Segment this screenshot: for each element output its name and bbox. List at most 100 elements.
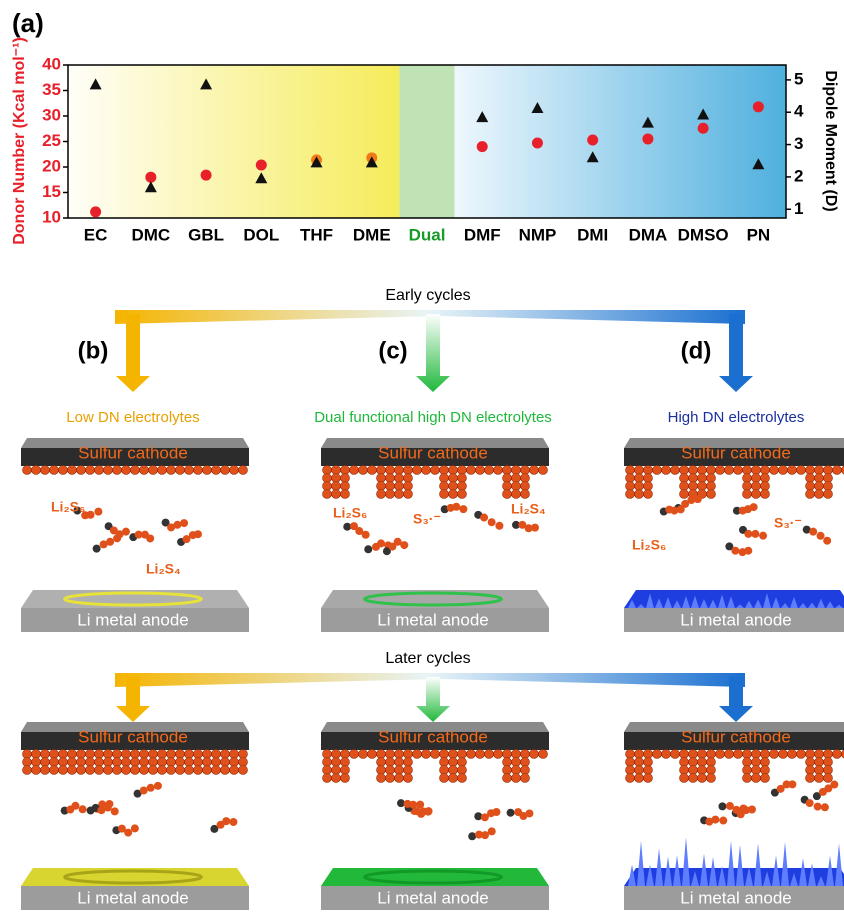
sulfur-bead (440, 758, 449, 767)
sulfur-bead (50, 766, 59, 775)
sulfur-bead (824, 758, 833, 767)
sulfur-bead (176, 466, 185, 475)
sulfur-bead (521, 750, 530, 759)
sulfur-bead (131, 466, 140, 475)
sulfur-bead (440, 474, 449, 483)
polysulfide-atom (814, 803, 822, 811)
sulfur-bead (203, 750, 212, 759)
sulfur-bead (332, 766, 341, 775)
sulfur-bead (512, 482, 521, 491)
sulfur-bead (332, 474, 341, 483)
anode-label: Li metal anode (680, 888, 792, 907)
sulfur-bead (815, 758, 824, 767)
sulfur-bead (122, 758, 131, 767)
sulfur-bead (68, 750, 77, 759)
polysulfide-atom (122, 528, 130, 536)
sulfur-bead (635, 474, 644, 483)
sulfur-bead (539, 750, 548, 759)
sulfur-bead (458, 758, 467, 767)
sulfur-bead (503, 482, 512, 491)
sulfur-bead (521, 474, 530, 483)
y2-tick-label: 3 (794, 134, 803, 153)
band-low (68, 65, 399, 218)
dendrite (655, 848, 663, 886)
sulfur-bead (752, 766, 761, 775)
polysulfide-atom (343, 523, 351, 531)
sulfur-bead (221, 758, 230, 767)
polysulfide-atom (147, 784, 155, 792)
sulfur-bead (521, 766, 530, 775)
sulfur-bead (503, 474, 512, 483)
sulfur-bead (752, 474, 761, 483)
sulfur-bead (458, 466, 467, 475)
sulfur-bead (176, 758, 185, 767)
sulfur-bead (698, 774, 707, 783)
sulfur-bead (512, 466, 521, 475)
sulfur-bead (815, 766, 824, 775)
sulfur-bead (671, 466, 680, 475)
sulfur-bead (449, 758, 458, 767)
sulfur-bead (761, 482, 770, 491)
sulfur-bead (230, 750, 239, 759)
sulfur-bead (503, 466, 512, 475)
sulfur-bead (635, 766, 644, 775)
polysulfide-atom (71, 802, 79, 810)
sulfur-bead (761, 774, 770, 783)
sulfur-bead (476, 466, 485, 475)
sulfur-bead (680, 774, 689, 783)
sulfur-bead (23, 758, 32, 767)
sulfur-bead (635, 774, 644, 783)
sulfur-bead (815, 750, 824, 759)
polysulfide-atom (87, 511, 95, 519)
sulfur-bead (341, 482, 350, 491)
circle-point (201, 170, 212, 181)
x-tick-label: NMP (519, 225, 557, 244)
polysulfide-atom (79, 805, 87, 813)
sulfur-bead (449, 774, 458, 783)
sulfur-bead (230, 466, 239, 475)
sulfur-bead (239, 466, 248, 475)
y2-tick-label: 5 (794, 69, 803, 88)
polysulfide-atom (146, 534, 154, 542)
sulfur-bead (458, 774, 467, 783)
sulfur-bead (530, 466, 539, 475)
sulfur-bead (440, 766, 449, 775)
sulfur-bead (626, 750, 635, 759)
sulfur-bead (167, 766, 176, 775)
polysulfide-atom (817, 532, 825, 540)
sulfur-bead (140, 466, 149, 475)
panel-label: (b) (78, 337, 109, 364)
sulfur-bead (323, 482, 332, 491)
sulfur-bead (158, 758, 167, 767)
sulfur-bead (194, 750, 203, 759)
x-tick-label: EC (84, 225, 108, 244)
cathode-label: Sulfur cathode (378, 727, 488, 746)
sulfur-bead (341, 466, 350, 475)
sulfur-bead (149, 466, 158, 475)
dendrite (682, 837, 690, 886)
anode-label: Li metal anode (680, 610, 792, 629)
sulfur-bead (77, 758, 86, 767)
sulfur-bead (698, 482, 707, 491)
polysulfide-atom (806, 799, 814, 807)
polysulfide-atom (677, 505, 685, 513)
sulfur-bead (503, 766, 512, 775)
sulfur-bead (440, 482, 449, 491)
sulfur-bead (167, 466, 176, 475)
polysulfide-atom (488, 827, 496, 835)
sulfur-bead (404, 482, 413, 491)
sulfur-bead (824, 766, 833, 775)
sulfur-bead (386, 750, 395, 759)
sulfur-bead (626, 774, 635, 783)
sulfur-bead (512, 774, 521, 783)
polysulfide-atom (751, 530, 759, 538)
sulfur-bead (512, 750, 521, 759)
sulfur-bead (707, 766, 716, 775)
sulfur-bead (734, 466, 743, 475)
sulfur-bead (167, 758, 176, 767)
anode-label: Li metal anode (377, 888, 489, 907)
sulfur-bead (503, 774, 512, 783)
sulfur-bead (788, 750, 797, 759)
sulfur-bead (404, 466, 413, 475)
sulfur-bead (458, 766, 467, 775)
